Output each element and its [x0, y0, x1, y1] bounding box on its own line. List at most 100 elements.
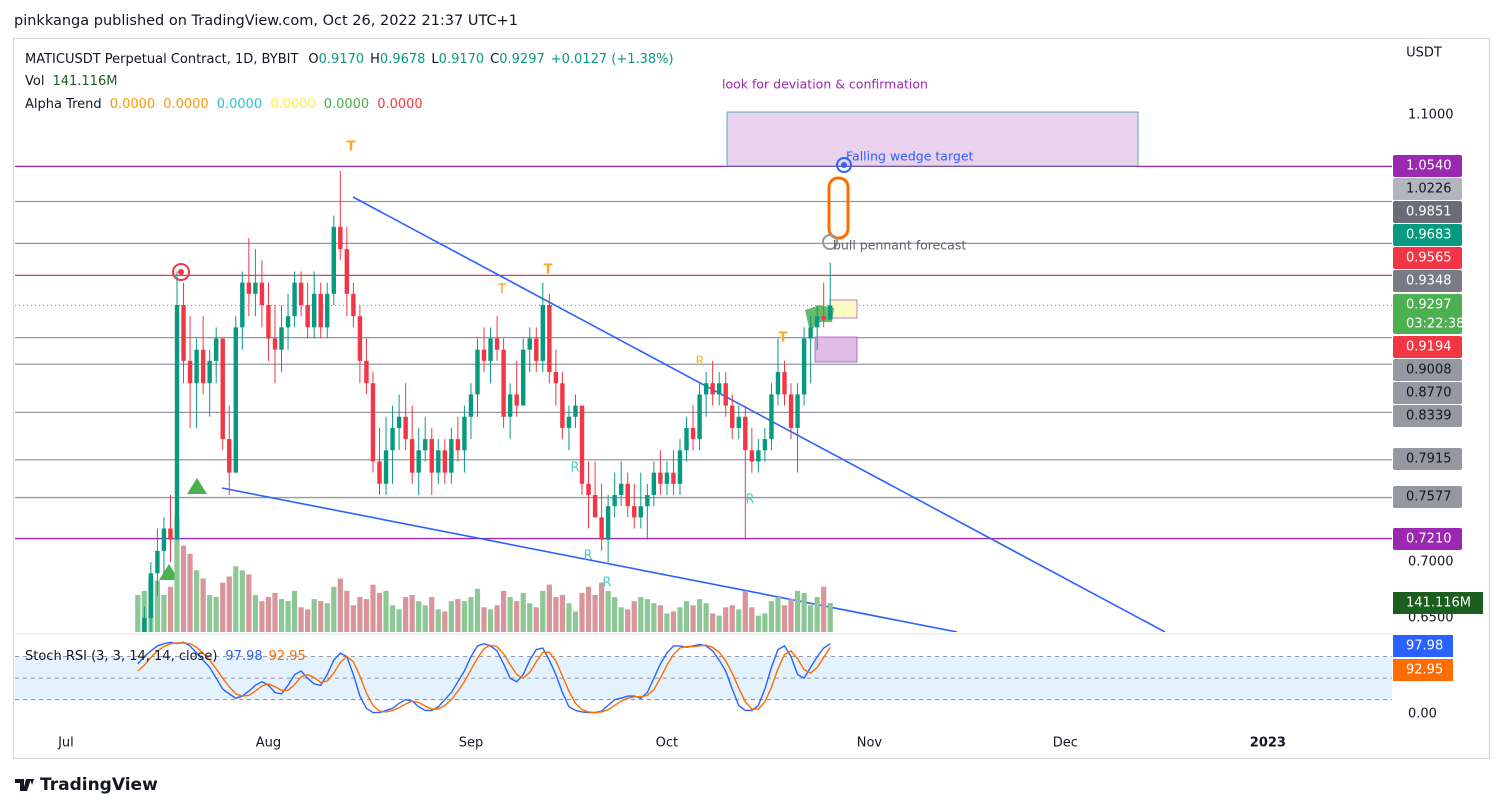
level-label: 0.9194 [1406, 340, 1452, 355]
candle-body [488, 338, 493, 361]
volume-bar [468, 597, 474, 632]
candle-body [808, 327, 813, 339]
candle-body [716, 383, 722, 395]
volume-bar [716, 615, 722, 632]
candle-body [762, 439, 768, 451]
ohlc-key: O [308, 52, 318, 67]
volume-bar [272, 592, 278, 632]
level-label: 0.9008 [1406, 363, 1452, 378]
x-tick-label: Jul [57, 736, 74, 751]
flag [805, 305, 834, 332]
volume-bar [729, 605, 735, 632]
x-tick-label: Dec [1053, 736, 1078, 751]
level-label-bg [1393, 294, 1462, 334]
candle-body [769, 394, 774, 440]
volume-bar [710, 613, 716, 632]
candle-body [279, 327, 284, 350]
candle-body [560, 383, 565, 428]
volume-bar [383, 590, 389, 632]
signal-marker: T [347, 140, 356, 155]
ohlc-key: C [490, 52, 499, 67]
volume-bar [213, 597, 219, 632]
volume-bar [520, 592, 526, 632]
volume-bar [566, 603, 572, 632]
candle-body [592, 494, 598, 518]
alpha-value: 0.0000 [217, 97, 263, 112]
volume-bar [683, 601, 690, 632]
volume-bar [507, 597, 513, 632]
signal-marker: T [497, 283, 506, 298]
ohlc-value: 0.9297 [499, 52, 545, 67]
signal-marker: R [745, 493, 754, 508]
candle-body [233, 327, 238, 473]
alpha-value: 0.0000 [270, 97, 316, 112]
stoch-line [137, 642, 831, 714]
x-tick-label: Aug [256, 736, 281, 751]
volume-bar [331, 586, 337, 632]
volume-name: Vol [25, 74, 44, 89]
stoch-title: Stoch RSI (3, 3, 14, 14, close) [25, 649, 217, 664]
candle-body [351, 293, 356, 317]
volume-bar [553, 597, 559, 632]
candle-body [638, 506, 643, 518]
level-label: 1.0226 [1406, 182, 1452, 197]
volume-bar [585, 586, 592, 632]
candle-body [370, 383, 376, 462]
volume-bar [762, 613, 768, 632]
volume-bar [461, 601, 468, 632]
volume-bar [625, 609, 631, 632]
candle-body [325, 293, 330, 328]
candle-body [710, 383, 715, 395]
candle-body [821, 316, 826, 320]
level-label: 0.9297 [1406, 298, 1452, 313]
alpha-value: 0.0000 [377, 97, 423, 112]
level-label-bg [1393, 155, 1462, 177]
annotation: look for deviation & confirmation [722, 77, 928, 92]
candle-body [429, 439, 434, 473]
volume-bar [527, 603, 533, 632]
candle-body [423, 439, 428, 451]
x-tick-label: 2023 [1250, 736, 1286, 751]
candle-body [605, 506, 611, 540]
pennant-box [814, 336, 858, 363]
header: pinkkanga published on TradingView.com, … [14, 13, 518, 29]
symbol-legend: MATICUSDT Perpetual Contract, 1D, BYBIT O… [25, 52, 674, 67]
volume-bar [226, 576, 232, 632]
volume-bar [324, 603, 330, 632]
y-tick-label: 0.7000 [1408, 555, 1454, 570]
candle-body [416, 450, 421, 473]
frame [13, 38, 1490, 759]
volume-bar [808, 605, 814, 632]
candle-body [253, 282, 258, 294]
volume-label-bg [1393, 592, 1483, 614]
candle-body [338, 226, 343, 250]
volume-bar [246, 574, 252, 632]
candle-body [200, 349, 206, 384]
countdown: 03:22:38 [1406, 317, 1464, 332]
level-label-bg [1393, 405, 1462, 427]
volume-bar [259, 601, 265, 632]
candle-body [207, 360, 212, 384]
volume-bar [167, 586, 174, 632]
volume-bar [612, 597, 618, 632]
symbol-title: MATICUSDT Perpetual Contract, 1D, BYBIT [25, 52, 298, 67]
candle-body [782, 372, 787, 395]
level-label-bg [1393, 486, 1462, 508]
volume-bar [363, 599, 370, 632]
level-label: 0.7577 [1406, 490, 1452, 505]
volume-bar [487, 609, 494, 632]
candle-body [396, 416, 402, 428]
volume-bar [278, 599, 285, 632]
volume-bar [736, 609, 742, 632]
candle-body [723, 383, 728, 406]
candle-body [540, 304, 546, 361]
alpha-value: 0.0000 [163, 97, 209, 112]
candle-body [168, 528, 173, 540]
stoch-k-value: 97.98 [225, 649, 262, 664]
candle-body [514, 394, 519, 406]
signal-marker: T [544, 263, 553, 278]
candle-body [828, 305, 833, 320]
stoch-d-value: 92.95 [269, 649, 306, 664]
volume-bar [670, 611, 677, 632]
candle-body [703, 383, 709, 395]
